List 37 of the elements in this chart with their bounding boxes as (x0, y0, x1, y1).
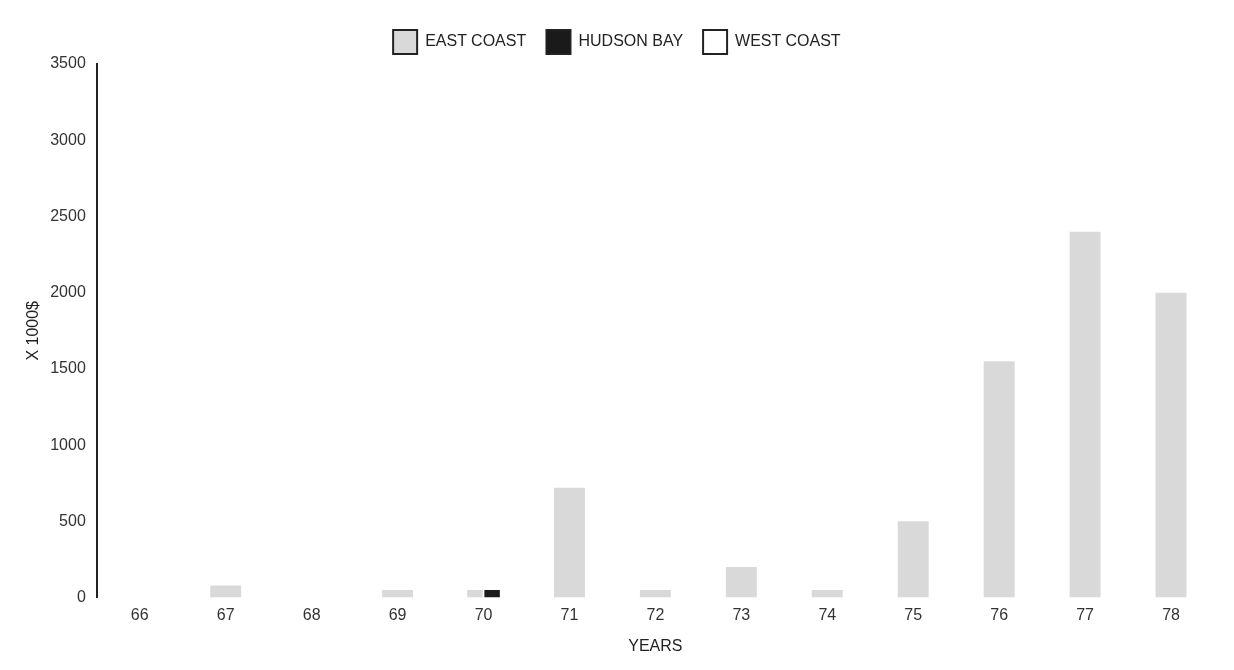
y-tick-label: 1000 (50, 435, 86, 453)
y-tick-label: 0 (76, 588, 86, 606)
bar (382, 589, 414, 598)
bar (983, 361, 1015, 598)
bar (484, 589, 500, 598)
x-tick-label: 68 (302, 605, 321, 623)
x-tick-label: 66 (130, 605, 149, 623)
y-tick-label: 3000 (50, 130, 86, 148)
bar (811, 589, 843, 598)
x-tick-label: 69 (388, 605, 407, 623)
bar (639, 589, 671, 598)
x-tick-label: 70 (474, 605, 493, 623)
x-tick-label: 72 (646, 605, 665, 623)
y-tick-label: 2000 (50, 283, 86, 301)
y-tick-label: 1500 (50, 359, 86, 377)
y-tick-label: 2500 (50, 206, 86, 224)
x-tick-label: 73 (732, 605, 751, 623)
bar (1069, 231, 1101, 598)
x-axis-title: YEARS (628, 636, 683, 654)
x-tick-label: 77 (1076, 605, 1095, 623)
x-tick-label: 78 (1162, 605, 1181, 623)
legend-label: HUDSON BAY (578, 32, 684, 50)
bar (897, 521, 929, 598)
y-tick-label: 3500 (50, 54, 86, 72)
x-tick-label: 76 (990, 605, 1009, 623)
y-tick-label: 500 (59, 511, 86, 529)
x-tick-label: 75 (904, 605, 923, 623)
y-axis-title: X 1000$ (24, 300, 42, 361)
legend-label: WEST COAST (735, 32, 841, 50)
x-tick-label: 71 (560, 605, 579, 623)
bar (1155, 292, 1187, 598)
x-tick-label: 67 (216, 605, 235, 623)
bar (553, 487, 585, 598)
legend-label: EAST COAST (425, 32, 527, 50)
bar (210, 585, 242, 598)
bar (725, 567, 757, 598)
x-tick-label: 74 (818, 605, 837, 623)
